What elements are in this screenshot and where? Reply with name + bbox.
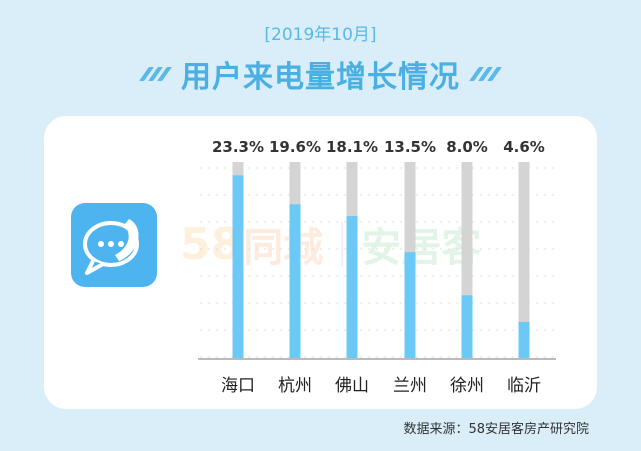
bar-track (461, 162, 473, 358)
category-label: 杭州 (278, 376, 312, 396)
title-row: 用户来电量增长情况 (0, 52, 641, 96)
bar (232, 175, 244, 358)
bar (461, 295, 473, 358)
page-title: 用户来电量增长情况 (181, 60, 460, 95)
guide-lines (200, 167, 555, 358)
bar-track (518, 162, 530, 358)
category-label: 海口 (221, 376, 255, 396)
bar (289, 204, 301, 358)
chat-phone-icon (71, 203, 157, 287)
data-label: 8.0% (446, 138, 488, 156)
category-label: 临沂 (507, 376, 541, 396)
category-label: 佛山 (335, 376, 369, 396)
category-label: 兰州 (393, 376, 427, 396)
bar (518, 321, 530, 358)
bar (346, 216, 358, 358)
data-source: 数据来源：58安居客房产研究院 (403, 422, 589, 437)
data-label: 23.3% (212, 138, 264, 156)
date-label: [2019年10月] (264, 25, 377, 45)
data-label: 18.1% (326, 138, 378, 156)
data-label: 13.5% (384, 138, 436, 156)
data-label: 19.6% (269, 138, 321, 156)
category-label: 徐州 (450, 376, 484, 396)
bar (404, 252, 416, 358)
data-label: 4.6% (503, 138, 545, 156)
